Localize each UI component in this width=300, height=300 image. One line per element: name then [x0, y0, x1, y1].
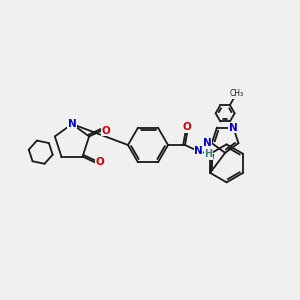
Text: N: N — [203, 138, 212, 148]
Text: N: N — [229, 122, 238, 133]
Text: H: H — [205, 149, 213, 159]
Text: N: N — [194, 146, 203, 156]
Text: O: O — [95, 158, 104, 167]
Text: O: O — [102, 125, 111, 136]
Text: CH₃: CH₃ — [229, 89, 244, 98]
Text: N: N — [68, 119, 76, 129]
Text: O: O — [183, 122, 192, 132]
